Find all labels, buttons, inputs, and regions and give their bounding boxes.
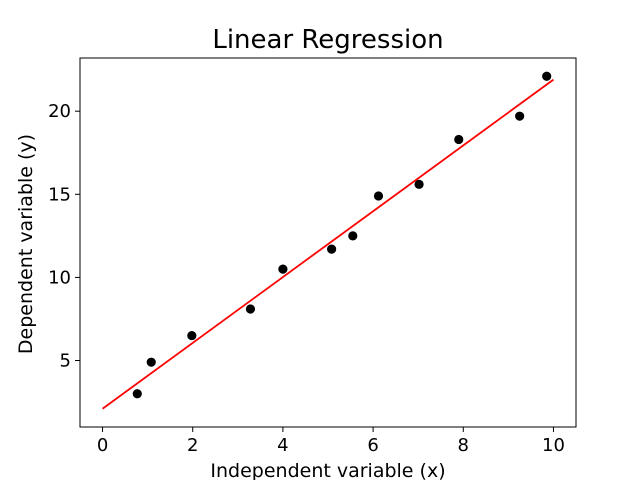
data-point-6 (327, 244, 337, 254)
regression-line (102, 78, 554, 410)
data-point-1 (132, 389, 142, 399)
chart-title: Linear Regression (212, 25, 443, 55)
axes: 0 2 4 6 8 10 5 10 15 20 (48, 57, 577, 456)
y-axis-label: Dependent variable (y) (15, 134, 37, 354)
x-tick-label-0: 0 (97, 435, 108, 456)
y-tick-label-10: 10 (48, 267, 71, 288)
data-point-8 (373, 191, 384, 201)
data-point-7 (348, 231, 358, 241)
data-point-11 (515, 111, 525, 121)
data-point-10 (454, 134, 464, 145)
axes-frame (79, 57, 577, 428)
plot-area (102, 71, 554, 410)
data-point-5 (278, 264, 288, 274)
x-tick-label-10: 10 (542, 435, 565, 456)
data-point-4 (245, 304, 256, 314)
y-tick-label-20: 20 (48, 101, 71, 122)
data-point-2 (146, 357, 156, 367)
x-tick-label-8: 8 (458, 435, 469, 456)
x-tick-label-4: 4 (277, 435, 288, 456)
data-point-12 (542, 71, 552, 81)
y-tick-label-15: 15 (48, 184, 71, 205)
x-axis-label: Independent variable (x) (210, 460, 445, 480)
data-point-3 (187, 330, 197, 341)
data-point-9 (414, 179, 424, 189)
y-tick-label-5: 5 (60, 351, 71, 372)
x-tick-label-6: 6 (367, 435, 378, 456)
x-tick-label-2: 2 (187, 435, 198, 456)
